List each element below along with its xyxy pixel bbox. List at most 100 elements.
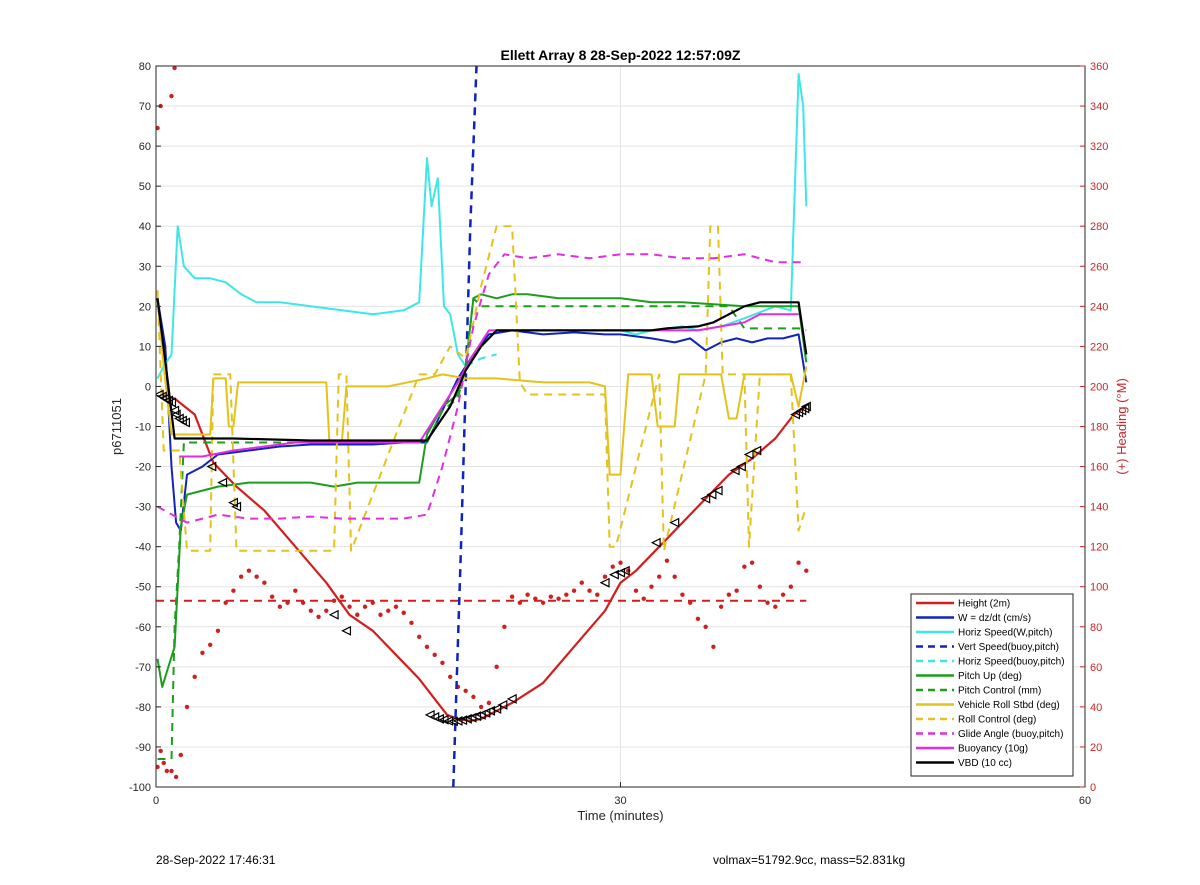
y-tick-label: 20 [139,301,151,313]
y-tick-label: 80 [139,61,151,73]
heading-point [564,592,569,597]
depth-marker [743,449,754,460]
legend-label: Buoyancy (10g) [958,744,1028,755]
heading-point [687,600,693,605]
heading-point [664,558,670,563]
heading-point [215,628,221,633]
y-tick-label: -50 [135,582,151,594]
y2-tick-label: 300 [1090,181,1108,193]
depth-marker [228,497,239,508]
heading-point [417,634,422,639]
y-tick-label: -20 [135,462,151,474]
heading-point [478,704,484,710]
y2-tick-label: 320 [1090,141,1108,153]
y-tick-label: -40 [135,542,151,554]
depth-marker [608,569,619,580]
heading-point [370,600,375,605]
legend-label: Horiz Speed(W,pitch) [958,628,1052,639]
heading-point [657,574,662,579]
heading-point [331,598,337,603]
series-line-glide-angle-buoy-pitch [157,253,807,524]
heading-point [347,604,352,609]
heading-point [548,594,554,599]
y2-tick-label: 260 [1090,261,1108,273]
heading-point [238,574,244,579]
heading-point [161,760,166,766]
heading-point [517,600,523,605]
depth-marker [751,445,762,456]
depth-marker [166,397,177,408]
legend-box [910,593,1074,777]
heading-point [765,600,770,605]
heading-point [556,596,561,601]
heading-point [362,604,368,609]
depth-marker [619,565,630,576]
heading-point [742,564,747,569]
x-tick-label: 0 [153,795,159,807]
heading-point [463,688,468,694]
depth-marker [341,625,352,636]
heading-point [695,616,701,621]
heading-point [703,624,708,629]
depth-marker [206,461,217,472]
depth-marker [497,699,508,710]
heading-point [246,568,252,573]
heading-point [424,644,430,650]
legend-label: Pitch Up (deg) [958,671,1022,682]
y2-tick-label: 340 [1090,101,1108,113]
depth-marker [447,716,458,727]
series-line-vehicle-roll-stbd-deg [156,298,808,476]
y2-tick-label: 80 [1090,622,1102,634]
x-axis-label: Time (minutes) [577,808,663,823]
y2-tick-label: 160 [1090,462,1108,474]
heading-point [718,604,724,609]
heading-point [595,592,600,597]
heading-point [169,768,174,774]
heading-point [734,588,739,593]
heading-point [626,568,631,573]
y-tick-label: -70 [135,662,151,674]
heading-point [355,612,360,617]
y-tick-label: -80 [135,702,151,714]
heading-point [254,574,259,579]
depth-marker [650,537,661,548]
heading-point [192,674,197,680]
depth-marker [328,609,339,620]
y2-axis-label: (+) Heading (°M) [1114,378,1129,475]
heading-point [173,774,179,780]
y2-tick-label: 0 [1090,782,1096,794]
heading-point [711,644,716,650]
legend-label: Height (2m) [958,599,1010,610]
heading-point [231,588,236,593]
heading-point [494,664,499,670]
series-line-buoyancy-10g [179,313,799,458]
heading-point [486,700,492,706]
heading-point [773,604,778,609]
heading-point [432,652,437,658]
heading-point [207,642,213,648]
depth-marker [800,401,811,412]
y-tick-label: 40 [139,221,151,233]
depth-marker [491,703,502,714]
heading-point [169,93,174,99]
heading-point [440,660,445,666]
y2-tick-label: 120 [1090,542,1108,554]
legend-label: Pitch Control (mm) [958,686,1041,697]
heading-point [525,592,530,597]
heading-point [164,768,170,774]
heading-point [262,580,267,585]
legend-label: Vehicle Roll Stbd (deg) [958,700,1060,711]
y2-tick-label: 40 [1090,702,1102,714]
depth-marker [735,461,746,472]
heading-point [509,594,515,599]
heading-point [156,764,160,770]
legend-label: Glide Angle (buoy,pitch) [958,729,1063,740]
series-line-vbd-10-cc [156,298,808,442]
heading-point [178,752,183,758]
heading-point [780,592,786,597]
depth-marker [485,705,496,716]
legend-label: Roll Control (deg) [958,715,1036,726]
depth-marker [669,517,680,528]
heading-point [447,674,453,680]
